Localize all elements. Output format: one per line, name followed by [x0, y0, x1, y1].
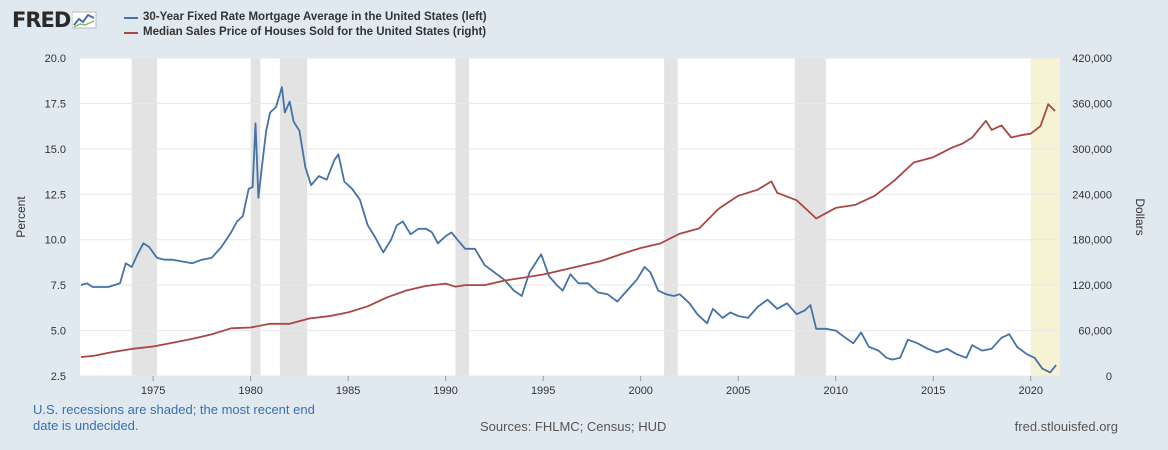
chart-area: 2.5 5.0 7.5 10.0 12.5 15.0 17.5 20.0 0 60,000 120,… [14, 53, 1147, 397]
site-link[interactable]: fred.stlouisfed.org [1014, 419, 1118, 434]
y-left-tick-label: 15.0 [45, 144, 66, 156]
plot-background [80, 58, 1060, 376]
legend-item-mortgage[interactable]: 30-Year Fixed Rate Mortgage Average in t… [124, 10, 487, 25]
logo-chart-icon [72, 11, 97, 29]
logo-text: FRED [12, 8, 71, 32]
y-right-tick-label: 60,000 [1078, 326, 1112, 338]
recession-band-4 [664, 58, 678, 376]
series-line-median-house-price [80, 103, 1056, 358]
y-left-tick-label: 5.0 [51, 326, 66, 338]
x-tick-label: 1995 [531, 385, 555, 397]
recession-band-1 [250, 58, 261, 376]
y-right-tick-label: 360,000 [1072, 98, 1112, 110]
y-left-tick-label: 10.0 [45, 235, 66, 247]
chart-legend: 30-Year Fixed Rate Mortgage Average in t… [124, 10, 487, 40]
y-right-tick-label: 180,000 [1072, 235, 1112, 247]
y-left-axis-title: Percent [14, 196, 28, 238]
y-left-tick-label: 20.0 [45, 53, 66, 65]
recession-band-0 [131, 58, 158, 376]
y-right-tick-label: 0 [1106, 371, 1112, 383]
x-tick-label: 1985 [336, 385, 360, 397]
x-tick-label: 2010 [823, 385, 847, 397]
legend-swatch-house-price [124, 31, 138, 34]
x-tick-label: 2020 [1019, 385, 1043, 397]
recession-note: U.S. recessions are shaded; the most rec… [33, 402, 315, 433]
recession-band-open [1030, 58, 1060, 376]
y-right-tick-label: 120,000 [1072, 280, 1112, 292]
recession-band-3 [455, 58, 470, 376]
series-line-mortgage-rate [80, 86, 1057, 374]
y-left-tick-label: 7.5 [51, 280, 66, 292]
fred-logo[interactable]: FRED [12, 8, 98, 32]
y-right-tick-label: 420,000 [1072, 53, 1112, 65]
legend-label-house-price: Median Sales Price of Houses Sold for th… [143, 26, 487, 38]
legend-label-mortgage: 30-Year Fixed Rate Mortgage Average in t… [143, 11, 487, 23]
x-tick-label: 2005 [726, 385, 750, 397]
x-tick-label: 1990 [433, 385, 457, 397]
legend-item-house-price[interactable]: Median Sales Price of Houses Sold for th… [124, 25, 487, 40]
x-tick-label: 1980 [238, 385, 262, 397]
y-left-tick-label: 12.5 [45, 189, 66, 201]
y-left-tick-label: 17.5 [45, 98, 66, 110]
y-right-tick-label: 240,000 [1072, 189, 1112, 201]
x-tick-label: 2015 [921, 385, 945, 397]
legend-swatch-mortgage [124, 16, 138, 19]
sources-text: Sources: FHLMC; Census; HUD [480, 419, 667, 434]
x-tick-label: 1975 [141, 385, 165, 397]
y-left-tick-label: 2.5 [51, 371, 66, 383]
x-tick-label: 2000 [628, 385, 652, 397]
y-right-tick-label: 300,000 [1072, 144, 1112, 156]
y-right-axis-title: Dollars [1133, 198, 1147, 235]
